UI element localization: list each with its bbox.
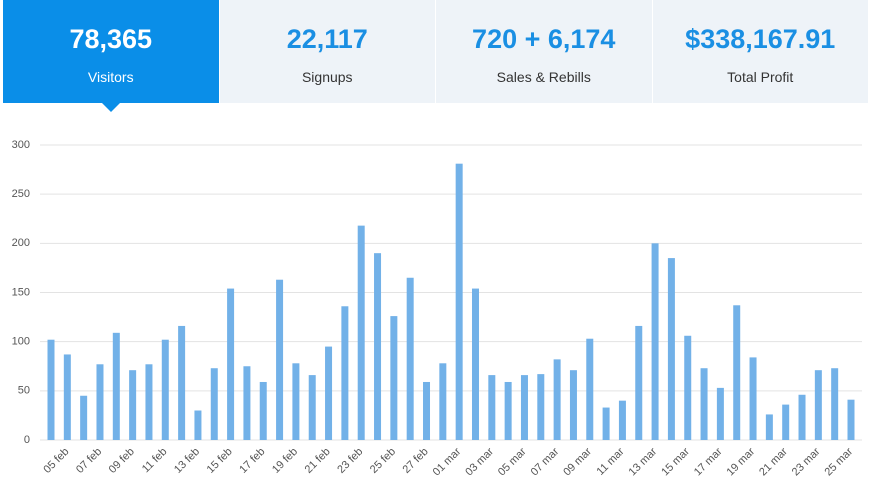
bar [47,339,55,440]
y-tick-label: 250 [12,188,30,200]
bar [831,368,839,440]
bar [112,332,120,440]
bar [684,335,692,440]
stat-tabs: 78,365 Visitors 22,117 Signups 720 + 6,1… [3,0,869,112]
stat-value: 78,365 [69,24,153,54]
bar [63,354,71,440]
x-tick-label: 17 mar [692,445,725,478]
x-tick-label: 11 mar [594,445,626,477]
bar [423,381,431,440]
bar [178,325,186,440]
bar [227,288,235,440]
bar [553,359,561,440]
bar [325,346,333,440]
bar [651,243,659,440]
y-tick-label: 0 [24,434,30,446]
bar [96,364,104,440]
bar [308,375,316,440]
x-tick-label: 05 mar [496,445,529,478]
bar [814,370,822,440]
stat-tab[interactable]: 78,365 Visitors [3,0,220,112]
bar [520,375,528,440]
bar [569,370,577,440]
stat-value: 720 + 6,174 [472,24,616,54]
bar [618,400,626,440]
bar [504,381,512,440]
x-tick-label: 23 feb [335,446,365,476]
bar [716,387,724,440]
bar [602,407,610,440]
y-tick-label: 100 [12,336,30,348]
x-tick-label: 15 mar [659,445,692,478]
bar [161,339,169,440]
bar [129,370,137,440]
stat-value: $338,167.91 [685,24,836,54]
bar [798,394,806,440]
x-tick-label: 13 feb [172,446,202,476]
bar [667,258,675,440]
bar [243,366,251,440]
bar [374,253,382,440]
x-tick-label: 27 feb [401,446,431,476]
y-tick-label: 200 [12,237,30,249]
bar [847,399,855,440]
bar [471,288,479,440]
bar [145,364,153,440]
x-tick-label: 19 mar [725,445,758,478]
bar [439,363,447,440]
y-tick-label: 300 [12,139,30,151]
x-tick-label: 23 mar [790,445,823,478]
x-tick-label: 05 feb [41,446,71,476]
x-tick-label: 19 feb [270,446,300,476]
bar [749,357,757,440]
bar [341,306,349,440]
bar [782,404,790,440]
bar [259,381,267,440]
x-tick-label: 21 feb [303,446,333,476]
x-tick-label: 09 mar [561,445,594,478]
bar [390,316,398,440]
stat-tab[interactable]: 720 + 6,174 Sales & Rebills [436,0,653,103]
x-tick-label: 17 feb [237,446,267,476]
bar [292,363,300,440]
bar [635,325,643,440]
stat-value: 22,117 [286,24,368,54]
stat-label: Total Profit [727,69,794,85]
x-tick-label: 21 mar [757,445,790,478]
bar [700,368,708,440]
bar [765,414,773,440]
x-tick-label: 25 mar [822,445,855,478]
x-tick-label: 07 feb [74,446,104,476]
bar [357,225,365,440]
stat-label: Sales & Rebills [496,69,591,85]
x-tick-label: 13 mar [627,445,660,478]
x-tick-label: 01 mar [431,445,464,478]
bar [80,395,88,440]
x-tick-label: 11 feb [140,446,170,476]
bar [210,368,218,440]
bar [276,279,284,440]
stat-label: Signups [301,69,353,85]
bar [406,277,414,440]
bar [455,163,463,440]
x-tick-label: 25 feb [368,446,398,476]
stat-tab[interactable]: 22,117 Signups [219,0,436,103]
stat-tab[interactable]: $338,167.91 Total Profit [652,0,869,103]
bar [733,305,741,440]
y-tick-label: 50 [18,385,30,397]
x-tick-label: 09 feb [107,446,137,476]
bar [586,338,594,440]
bar [194,410,202,440]
y-tick-label: 150 [12,286,30,298]
stat-label: Visitors [87,69,134,85]
bar [488,375,496,440]
x-tick-label: 15 feb [205,446,235,476]
bar [537,374,545,440]
x-tick-label: 07 mar [529,445,562,478]
x-tick-label: 03 mar [463,445,496,478]
